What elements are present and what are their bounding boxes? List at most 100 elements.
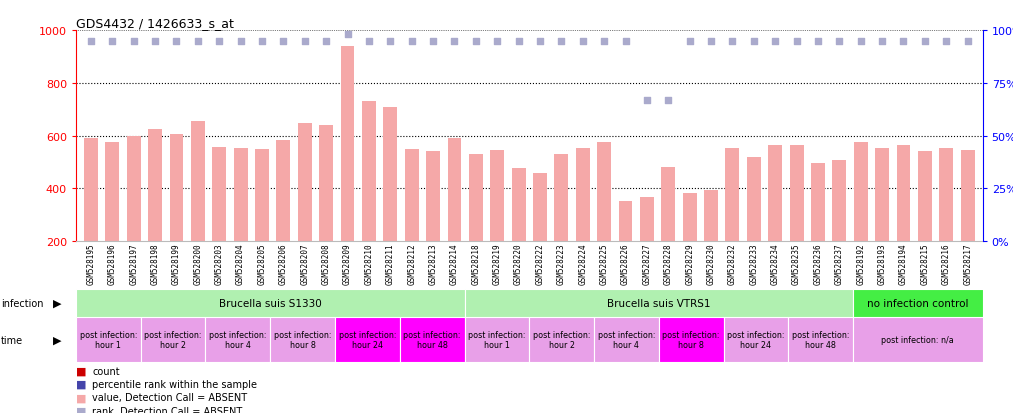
- Point: [767, 38, 783, 45]
- Bar: [897, 145, 911, 242]
- Text: count: count: [92, 366, 120, 376]
- Bar: [105, 143, 120, 242]
- Bar: [658, 317, 723, 363]
- Bar: [747, 158, 761, 242]
- Point: [895, 38, 912, 45]
- Point: [703, 38, 719, 45]
- Text: infection: infection: [1, 298, 44, 308]
- Bar: [426, 151, 440, 242]
- Point: [276, 38, 292, 45]
- Text: post infection:
hour 4: post infection: hour 4: [209, 330, 266, 349]
- Point: [339, 32, 356, 38]
- Text: post infection:
hour 8: post infection: hour 8: [663, 330, 720, 349]
- Bar: [575, 149, 590, 242]
- Point: [853, 38, 869, 45]
- Bar: [789, 146, 803, 242]
- Point: [832, 38, 848, 45]
- Bar: [960, 151, 975, 242]
- Bar: [400, 317, 465, 363]
- Point: [746, 38, 762, 45]
- Bar: [234, 149, 247, 242]
- Text: post infection:
hour 4: post infection: hour 4: [598, 330, 655, 349]
- Point: [147, 38, 163, 45]
- Bar: [255, 150, 269, 242]
- Bar: [206, 317, 270, 363]
- Bar: [788, 317, 853, 363]
- Bar: [723, 317, 788, 363]
- Text: post infection:
hour 2: post infection: hour 2: [145, 330, 202, 349]
- Bar: [725, 149, 739, 242]
- Point: [596, 38, 612, 45]
- Text: GDS4432 / 1426633_s_at: GDS4432 / 1426633_s_at: [76, 17, 234, 30]
- Text: value, Detection Call = ABSENT: value, Detection Call = ABSENT: [92, 392, 247, 402]
- Point: [532, 38, 548, 45]
- Text: post infection:
hour 2: post infection: hour 2: [533, 330, 591, 349]
- Point: [724, 38, 741, 45]
- Point: [511, 38, 527, 45]
- Point: [553, 38, 569, 45]
- Bar: [76, 317, 141, 363]
- Point: [617, 38, 633, 45]
- Bar: [340, 47, 355, 242]
- Point: [682, 38, 698, 45]
- Point: [468, 38, 484, 45]
- Bar: [169, 134, 183, 242]
- Text: post infection:
hour 48: post infection: hour 48: [792, 330, 850, 349]
- Bar: [190, 122, 205, 242]
- Text: ■: ■: [76, 392, 86, 402]
- Bar: [335, 317, 400, 363]
- Point: [318, 38, 334, 45]
- Text: ■: ■: [76, 406, 86, 413]
- Bar: [362, 102, 376, 242]
- Bar: [918, 152, 932, 242]
- Point: [126, 38, 142, 45]
- Point: [361, 38, 377, 45]
- Text: post infection:
hour 24: post infection: hour 24: [338, 330, 396, 349]
- Point: [254, 38, 270, 45]
- Point: [660, 97, 677, 104]
- Point: [874, 38, 890, 45]
- Bar: [383, 108, 397, 242]
- Bar: [141, 317, 206, 363]
- Text: ■: ■: [76, 379, 86, 389]
- Point: [382, 38, 398, 45]
- Bar: [939, 149, 953, 242]
- Point: [574, 38, 591, 45]
- Point: [809, 38, 826, 45]
- Text: post infection:
hour 1: post infection: hour 1: [80, 330, 137, 349]
- Text: post infection:
hour 48: post infection: hour 48: [403, 330, 461, 349]
- Point: [211, 38, 227, 45]
- Bar: [811, 163, 825, 242]
- Point: [959, 38, 976, 45]
- Bar: [554, 155, 568, 242]
- Point: [83, 38, 99, 45]
- Bar: [619, 202, 632, 242]
- Text: Brucella suis S1330: Brucella suis S1330: [219, 298, 322, 308]
- Text: percentile rank within the sample: percentile rank within the sample: [92, 379, 257, 389]
- Text: ▶: ▶: [53, 335, 61, 345]
- Bar: [875, 149, 889, 242]
- Text: time: time: [1, 335, 23, 345]
- Bar: [127, 136, 141, 242]
- Bar: [768, 145, 782, 242]
- Point: [639, 97, 655, 104]
- Bar: [704, 190, 718, 242]
- Bar: [319, 126, 333, 242]
- Bar: [490, 151, 504, 242]
- Text: post infection: n/a: post infection: n/a: [881, 335, 954, 344]
- Point: [403, 38, 419, 45]
- Bar: [594, 317, 658, 363]
- Text: no infection control: no infection control: [867, 298, 968, 308]
- Bar: [298, 123, 312, 242]
- Bar: [853, 289, 983, 317]
- Text: ▶: ▶: [53, 298, 61, 308]
- Bar: [84, 139, 98, 242]
- Bar: [598, 143, 611, 242]
- Bar: [640, 197, 653, 242]
- Point: [168, 38, 184, 45]
- Bar: [277, 140, 291, 242]
- Bar: [833, 161, 846, 242]
- Point: [189, 38, 206, 45]
- Bar: [853, 317, 983, 363]
- Point: [425, 38, 442, 45]
